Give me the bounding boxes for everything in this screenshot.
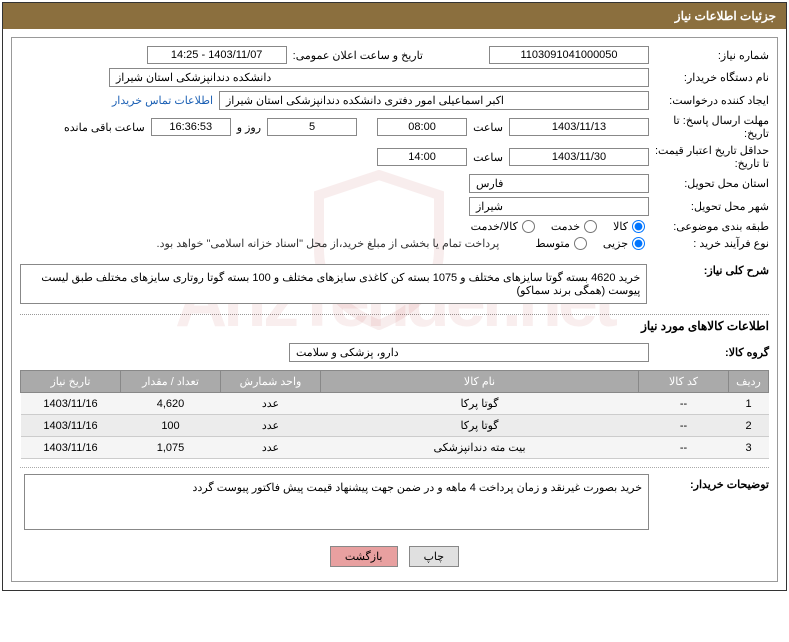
table-cell: گوتا پرکا [321, 415, 639, 437]
table-cell: 1,075 [121, 437, 221, 459]
table-cell: -- [639, 437, 729, 459]
announce-label: تاریخ و ساعت اعلان عمومی: [287, 49, 429, 62]
th-code: کد کالا [639, 371, 729, 393]
th-row: ردیف [729, 371, 769, 393]
payment-note: پرداخت تمام یا بخشی از مبلغ خرید،از محل … [157, 237, 506, 250]
days-and-label: روز و [231, 121, 267, 134]
section-items-header: اطلاعات کالاهای مورد نیاز [20, 314, 769, 337]
group-field: دارو، پزشکی و سلامت [289, 343, 649, 362]
table-cell: گوتا پرکا [321, 393, 639, 415]
need-no-label: شماره نیاز: [649, 49, 769, 62]
table-cell: 4,620 [121, 393, 221, 415]
announce-field: 1403/11/07 - 14:25 [147, 46, 287, 64]
table-cell: 1403/11/16 [21, 393, 121, 415]
table-cell: -- [639, 415, 729, 437]
deadline-label: مهلت ارسال پاسخ: تا تاریخ: [649, 114, 769, 140]
table-cell: 2 [729, 415, 769, 437]
table-cell: 1403/11/16 [21, 415, 121, 437]
time-label-1: ساعت [467, 121, 509, 134]
city-field: شیراز [469, 197, 649, 216]
th-date: تاریخ نیاز [21, 371, 121, 393]
remaining-time-field: 16:36:53 [151, 118, 231, 136]
remaining-label: ساعت باقی مانده [58, 121, 151, 134]
proc-small-radio[interactable]: جزیی [603, 237, 645, 250]
buyer-notes-box: خرید بصورت غیرنقد و زمان پرداخت 4 ماهه و… [24, 474, 649, 530]
deadline-time-field: 08:00 [377, 118, 467, 136]
general-desc-label: شرح کلی نیاز: [651, 264, 769, 277]
general-desc-box: خرید 4620 بسته گوتا سایزهای مختلف و 1075… [20, 264, 647, 304]
table-row: 1--گوتا پرکاعدد4,6201403/11/16 [21, 393, 769, 415]
table-row: 2--گوتا پرکاعدد1001403/11/16 [21, 415, 769, 437]
table-cell: عدد [221, 393, 321, 415]
buyer-org-field: دانشکده دندانپزشکی استان شیراز [109, 68, 649, 87]
back-button[interactable]: بازگشت [330, 546, 398, 567]
time-label-2: ساعت [467, 151, 509, 164]
cat-goods-radio[interactable]: کالا [613, 220, 645, 233]
proc-medium-radio[interactable]: متوسط [535, 237, 587, 250]
table-cell: 1403/11/16 [21, 437, 121, 459]
validity-time-field: 14:00 [377, 148, 467, 166]
validity-label: حداقل تاریخ اعتبار قیمت: تا تاریخ: [649, 144, 769, 170]
table-cell: -- [639, 393, 729, 415]
cat-both-radio[interactable]: کالا/خدمت [471, 220, 535, 233]
group-label: گروه کالا: [649, 346, 769, 359]
validity-date-field: 1403/11/30 [509, 148, 649, 166]
need-no-field: 1103091041000050 [489, 46, 649, 64]
city-label: شهر محل تحویل: [649, 200, 769, 213]
table-cell: 3 [729, 437, 769, 459]
deadline-date-field: 1403/11/13 [509, 118, 649, 136]
requester-label: ایجاد کننده درخواست: [649, 94, 769, 107]
table-cell: بیت مته دندانپزشکی [321, 437, 639, 459]
th-unit: واحد شمارش [221, 371, 321, 393]
contact-link[interactable]: اطلاعات تماس خریدار [112, 94, 213, 107]
th-qty: تعداد / مقدار [121, 371, 221, 393]
th-name: نام کالا [321, 371, 639, 393]
requester-field: اکبر اسماعیلی امور دفتری دانشکده دندانپز… [219, 91, 649, 110]
table-cell: عدد [221, 437, 321, 459]
buyer-notes-label: توضیحات خریدار: [649, 474, 769, 491]
cat-service-radio[interactable]: خدمت [551, 220, 597, 233]
table-row: 3--بیت مته دندانپزشکیعدد1,0751403/11/16 [21, 437, 769, 459]
table-cell: عدد [221, 415, 321, 437]
title-bar: جزئیات اطلاعات نیاز [3, 3, 786, 29]
province-field: فارس [469, 174, 649, 193]
buyer-org-label: نام دستگاه خریدار: [649, 71, 769, 84]
table-cell: 100 [121, 415, 221, 437]
table-cell: 1 [729, 393, 769, 415]
items-table: ردیف کد کالا نام کالا واحد شمارش تعداد /… [20, 370, 769, 459]
print-button[interactable]: چاپ [409, 546, 460, 567]
days-count-field: 5 [267, 118, 357, 136]
province-label: استان محل تحویل: [649, 177, 769, 190]
process-label: نوع فرآیند خرید : [649, 237, 769, 250]
watermark-shield-icon [309, 170, 449, 330]
category-label: طبقه بندی موضوعی: [649, 220, 769, 233]
